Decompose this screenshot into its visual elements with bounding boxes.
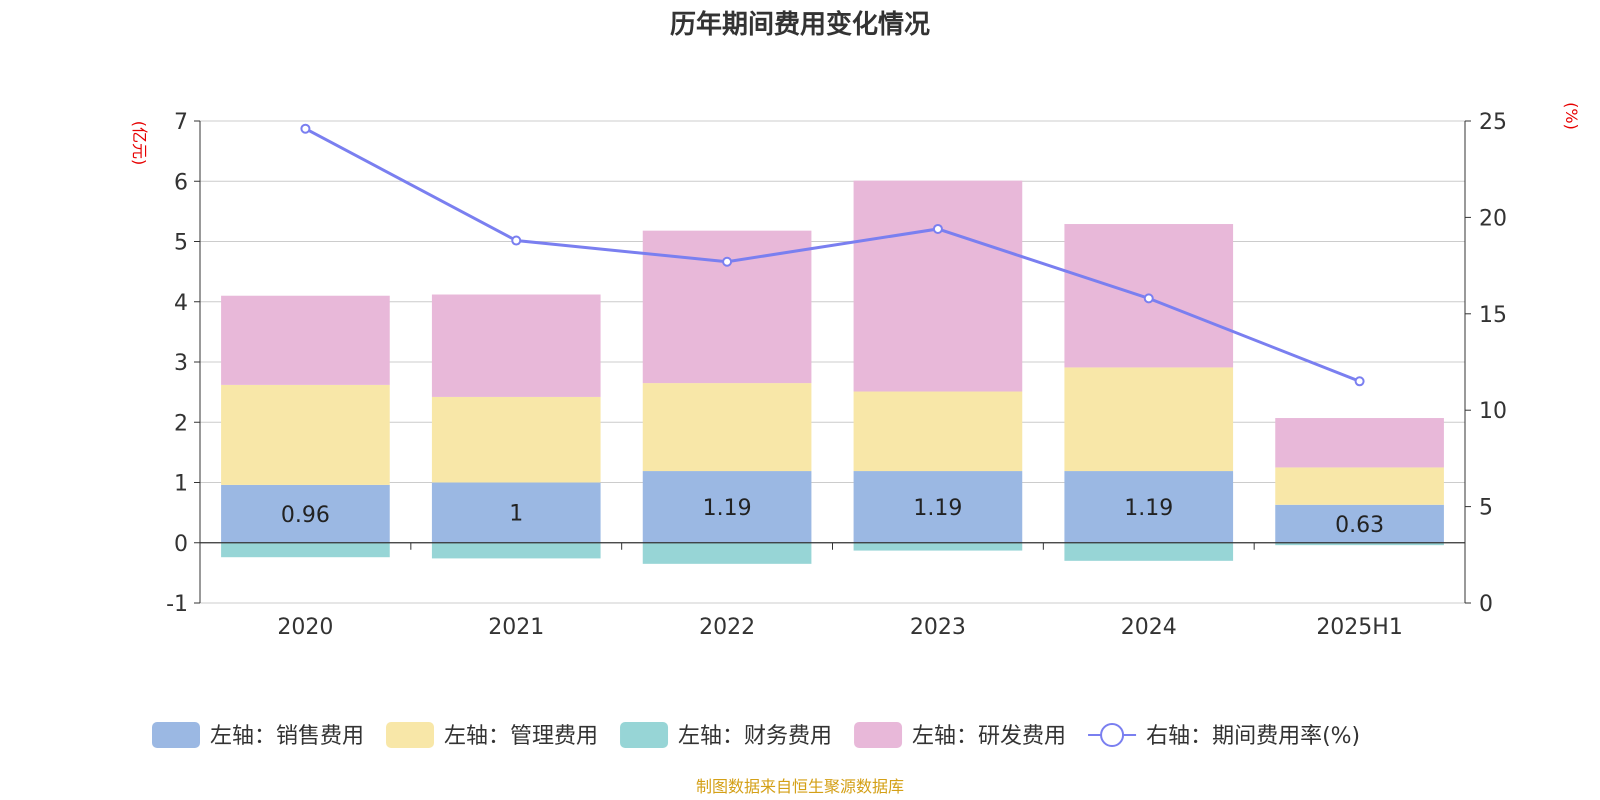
x-tick-label: 2021 — [488, 615, 544, 640]
data-label: 1.19 — [1124, 496, 1173, 521]
bar-2-4 — [1064, 542, 1234, 561]
left-tick-label: 7 — [174, 110, 188, 135]
bar-0-0 — [221, 484, 390, 543]
bar-0-2 — [642, 471, 812, 543]
data-labels: 0.96 1 1.19 1.19 1.19 0.63 — [281, 496, 1384, 538]
rate-point — [1354, 376, 1365, 387]
bar-1-4 — [1064, 367, 1234, 472]
grid — [200, 120, 1465, 604]
left-tick-label: 1 — [174, 472, 188, 497]
source-note: 制图数据来自恒生聚源数据库 — [696, 777, 904, 796]
bar-3-3 — [853, 180, 1023, 392]
legend-label-4: 右轴：期间费用率(%) — [1146, 724, 1360, 749]
rate-point — [1143, 293, 1154, 304]
bar-2-0 — [221, 542, 390, 558]
left-tick-label: 4 — [174, 291, 188, 316]
bar-1-1 — [431, 396, 601, 483]
x-tick-label: 2024 — [1121, 615, 1177, 640]
bar-1-0 — [221, 384, 390, 485]
right-tick-label: 0 — [1479, 592, 1493, 617]
left-tick-label: -1 — [166, 592, 188, 617]
bars — [221, 180, 1444, 564]
right-axis-unit: (%) — [1562, 102, 1581, 130]
x-tick-label: 2020 — [277, 615, 333, 640]
legend-label-1: 左轴：管理费用 — [444, 724, 598, 749]
left-tick-label: 3 — [174, 351, 188, 376]
legend-marker — [1100, 723, 1125, 747]
left-axis-unit: (亿元) — [130, 121, 149, 166]
bar-2-1 — [431, 542, 601, 559]
chart-title: 历年期间费用变化情况 — [670, 9, 930, 40]
rate-point — [932, 223, 943, 234]
axes: -1 0 1 2 3 4 5 6 7 0 5 10 15 20 25 2020 2021 2022 2023 2024… — [166, 110, 1507, 640]
legend-label-2: 左轴：财务费用 — [678, 724, 832, 749]
bar-1-5 — [1275, 467, 1444, 505]
data-label: 1 — [509, 502, 523, 527]
bar-1-2 — [642, 383, 812, 472]
legend-swatch-3 — [854, 722, 903, 748]
legend-swatch-1 — [386, 722, 435, 748]
legend-swatch-0 — [152, 722, 200, 748]
bar-0-4 — [1064, 471, 1234, 543]
bar-1-3 — [853, 391, 1023, 472]
left-tick-label: 0 — [174, 532, 188, 557]
data-label: 1.19 — [913, 496, 962, 521]
x-tick-label: 2022 — [699, 615, 755, 640]
legend: 左轴：销售费用 左轴：管理费用 左轴：财务费用 左轴：研发费用 右轴：期间费用率(%) — [152, 722, 1360, 749]
legend-label-3: 左轴：研发费用 — [912, 724, 1066, 749]
right-tick-label: 15 — [1479, 303, 1507, 328]
right-tick-label: 10 — [1479, 399, 1507, 424]
left-tick-label: 6 — [174, 170, 188, 195]
bar-2-2 — [642, 542, 812, 564]
rate-point — [300, 123, 311, 134]
rate-line-path — [304, 127, 1361, 383]
right-tick-label: 25 — [1479, 110, 1507, 135]
bar-3-5 — [1275, 418, 1444, 468]
bar-2-3 — [853, 542, 1023, 551]
legend-label-0: 左轴：销售费用 — [210, 724, 364, 749]
x-tick-label: 2025H1 — [1316, 615, 1403, 640]
rate-point — [722, 256, 733, 267]
data-label: 0.96 — [281, 503, 330, 528]
bar-3-1 — [431, 294, 601, 397]
bar-0-5 — [1275, 504, 1444, 543]
left-tick-label: 2 — [174, 411, 188, 436]
bar-0-1 — [431, 482, 601, 543]
rate-point — [511, 235, 522, 246]
right-tick-label: 5 — [1479, 496, 1493, 521]
rate-line — [300, 123, 1365, 387]
data-label: 0.63 — [1335, 513, 1384, 538]
left-tick-label: 5 — [174, 231, 188, 256]
bar-0-3 — [853, 471, 1023, 543]
right-tick-label: 20 — [1479, 206, 1507, 231]
bar-2-5 — [1275, 542, 1444, 546]
data-label: 1.19 — [703, 496, 752, 521]
legend-swatch-2 — [620, 722, 669, 748]
x-tick-label: 2023 — [910, 615, 966, 640]
bar-3-0 — [221, 295, 390, 385]
